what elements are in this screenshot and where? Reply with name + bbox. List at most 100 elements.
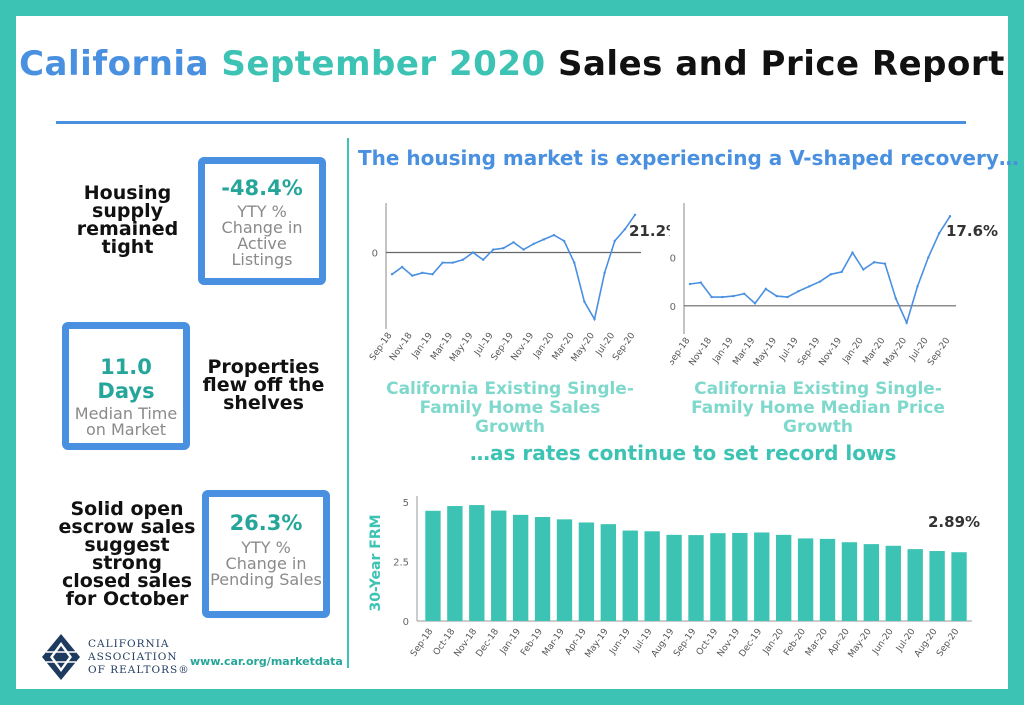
title-part-1: California bbox=[19, 44, 210, 84]
y-axis-label: 30-Year FRM bbox=[368, 514, 384, 611]
stat-1-text: Housing supply remained tight bbox=[76, 182, 179, 258]
data-point bbox=[461, 258, 465, 261]
data-point bbox=[851, 251, 854, 254]
bar bbox=[425, 510, 441, 621]
data-point bbox=[623, 228, 627, 231]
x-tick-label: Jun-19 bbox=[607, 627, 632, 657]
data-point bbox=[818, 280, 822, 283]
data-point bbox=[400, 265, 404, 269]
bear-flag-icon bbox=[42, 634, 80, 680]
data-point bbox=[732, 294, 735, 298]
title-part-3: Sales and Price Report bbox=[558, 44, 1005, 84]
bar bbox=[600, 524, 616, 621]
bar bbox=[841, 542, 858, 621]
bar bbox=[469, 505, 485, 621]
data-point bbox=[840, 270, 843, 274]
data-point bbox=[492, 248, 495, 251]
x-tick-label: May-19 bbox=[584, 627, 611, 660]
data-point bbox=[797, 290, 800, 293]
bar bbox=[819, 538, 836, 621]
x-tick-label: Sep-20 bbox=[935, 627, 962, 659]
stat-2-value: 11.0 Days bbox=[97, 355, 155, 403]
end-value-label: 2.89% bbox=[928, 513, 980, 531]
stat-1-box: -48.4% YTY % Change in Active Listings bbox=[198, 157, 326, 285]
x-tick-label: Mar-20 bbox=[804, 627, 830, 658]
data-point bbox=[872, 261, 876, 264]
end-value-label: 17.6% bbox=[946, 222, 998, 240]
data-point bbox=[441, 261, 444, 264]
x-tick-label: Sep-18 bbox=[409, 627, 436, 659]
logo-text: CALIFORNIA ASSOCIATION OF REALTORS® bbox=[88, 638, 190, 677]
series-line bbox=[391, 214, 636, 322]
mortgage-rate-chart: 02.55Sep-18Oct-18Nov-18Dec-18Jan-19Feb-1… bbox=[368, 496, 980, 660]
title-part-2: September 2020 bbox=[221, 44, 546, 84]
data-point bbox=[753, 302, 757, 305]
stat-2-box: 11.0 Days Median Time on Market bbox=[62, 322, 190, 450]
data-point bbox=[862, 268, 865, 271]
x-tick-label: Jun-20 bbox=[870, 627, 895, 657]
sales-growth-chart: 0Sep-18Nov-18Jan-19Mar-19May-19Jul-19Sep… bbox=[368, 203, 670, 364]
sales-chart-caption: California Existing Single-Family Home S… bbox=[386, 379, 634, 437]
y-tick-label: 0 bbox=[403, 617, 409, 628]
stat-3-text: Solid open escrow sales suggest strong c… bbox=[58, 498, 196, 610]
data-point bbox=[916, 285, 919, 288]
data-point bbox=[593, 318, 596, 321]
bar bbox=[797, 538, 814, 621]
headline-v-shaped-recovery: The housing market is experiencing a V-s… bbox=[358, 146, 1019, 170]
x-tick-label: May-20 bbox=[847, 627, 874, 660]
data-point bbox=[390, 273, 394, 276]
data-point bbox=[710, 295, 713, 299]
bar bbox=[885, 545, 901, 621]
car-logo: CALIFORNIA ASSOCIATION OF REALTORS® bbox=[40, 632, 200, 684]
data-point bbox=[522, 248, 525, 251]
data-point bbox=[583, 300, 586, 303]
y-tick-label: 2.5 bbox=[393, 558, 409, 569]
bar bbox=[929, 551, 945, 621]
stat-2-label: Median Time on Market bbox=[74, 404, 178, 439]
data-point bbox=[699, 281, 703, 284]
bar bbox=[578, 522, 595, 621]
data-point bbox=[721, 295, 724, 299]
y-tick-label: 0 bbox=[670, 302, 676, 313]
stat-3-label: YTY % Change in Pending Sales bbox=[210, 538, 322, 589]
data-point bbox=[471, 251, 475, 254]
data-point bbox=[775, 294, 778, 298]
headline-record-low-rates: …as rates continue to set record lows bbox=[470, 441, 897, 465]
data-point bbox=[603, 271, 606, 274]
data-point bbox=[883, 262, 887, 265]
data-point bbox=[905, 321, 908, 324]
stat-2-text: Properties flew off the shelves bbox=[202, 356, 325, 414]
bar bbox=[732, 532, 748, 621]
x-tick-label: Nov-18 bbox=[688, 336, 715, 368]
data-point bbox=[927, 256, 930, 259]
bar bbox=[688, 535, 704, 621]
data-point bbox=[532, 242, 535, 245]
data-point bbox=[633, 213, 637, 216]
data-point bbox=[786, 295, 789, 299]
price-chart-caption: California Existing Single-Family Home M… bbox=[691, 379, 945, 437]
bar bbox=[951, 552, 967, 621]
end-value-label: 21.2% bbox=[629, 222, 670, 240]
data-point bbox=[573, 261, 576, 264]
bar bbox=[512, 514, 529, 621]
bar bbox=[907, 549, 923, 621]
title-divider bbox=[56, 121, 966, 124]
data-point bbox=[421, 271, 424, 274]
data-point bbox=[829, 273, 833, 276]
data-point bbox=[807, 285, 811, 288]
stat-1-value: -48.4% bbox=[221, 176, 303, 200]
bar bbox=[754, 532, 770, 621]
data-point bbox=[613, 239, 616, 243]
x-tick-label: Dec-19 bbox=[738, 627, 765, 659]
bar bbox=[534, 516, 551, 621]
bar bbox=[863, 544, 880, 621]
data-point bbox=[742, 292, 746, 295]
logo-line-3: OF REALTORS® bbox=[88, 664, 190, 676]
data-point bbox=[688, 282, 692, 286]
x-tick-label: Sep-20 bbox=[926, 336, 953, 368]
series-line bbox=[689, 215, 951, 325]
data-point bbox=[948, 215, 952, 218]
bar bbox=[666, 534, 682, 621]
price-growth-chart: 010Sep-18Nov-18Jan-19Mar-19May-19Jul-19S… bbox=[670, 203, 998, 369]
x-tick-label: Sep-19 bbox=[672, 627, 699, 659]
